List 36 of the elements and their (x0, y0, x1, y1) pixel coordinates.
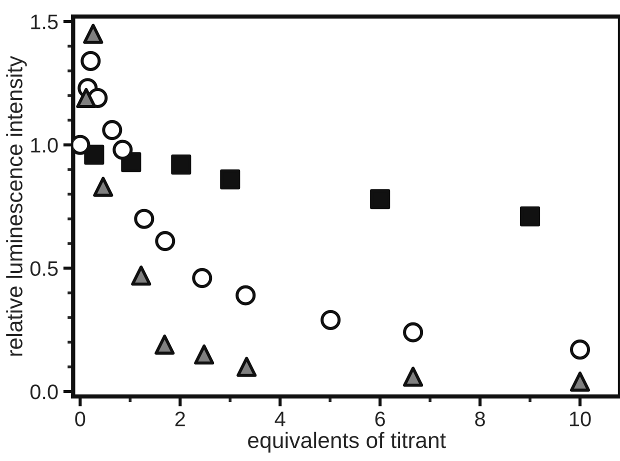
point (134, 208, 154, 229)
point (171, 154, 192, 175)
point (102, 120, 122, 140)
point (403, 322, 424, 342)
y-tick-label: 0.5 (30, 261, 58, 276)
point (236, 356, 257, 377)
point (403, 366, 424, 387)
point (370, 189, 390, 210)
y-tick-label: 1.0 (31, 138, 58, 153)
point (84, 144, 104, 165)
point (93, 176, 114, 197)
point (320, 310, 341, 330)
point (155, 231, 176, 252)
x-axis-title: equivalents of titrant (248, 432, 446, 453)
y-axis-title: relative luminescence intensity (6, 56, 27, 356)
x-tick-label: 2 (175, 412, 185, 426)
point (76, 88, 96, 108)
point (80, 50, 101, 72)
y-tick-label: 1.5 (31, 14, 58, 30)
point (112, 140, 133, 160)
x-tick-label: 4 (274, 412, 286, 426)
point (194, 344, 214, 365)
x-tick-label: 10 (570, 412, 591, 426)
point (570, 372, 590, 392)
point (236, 285, 256, 306)
x-tick-label: 6 (375, 412, 385, 426)
x-tick-label: 8 (475, 412, 485, 426)
point (520, 206, 540, 226)
point (83, 24, 104, 44)
y-tick-label: 0.0 (30, 384, 58, 400)
point (154, 334, 175, 355)
point (220, 169, 240, 190)
x-tick-label: 0 (75, 412, 86, 426)
point (192, 268, 212, 288)
point (570, 340, 590, 360)
point (131, 266, 152, 286)
